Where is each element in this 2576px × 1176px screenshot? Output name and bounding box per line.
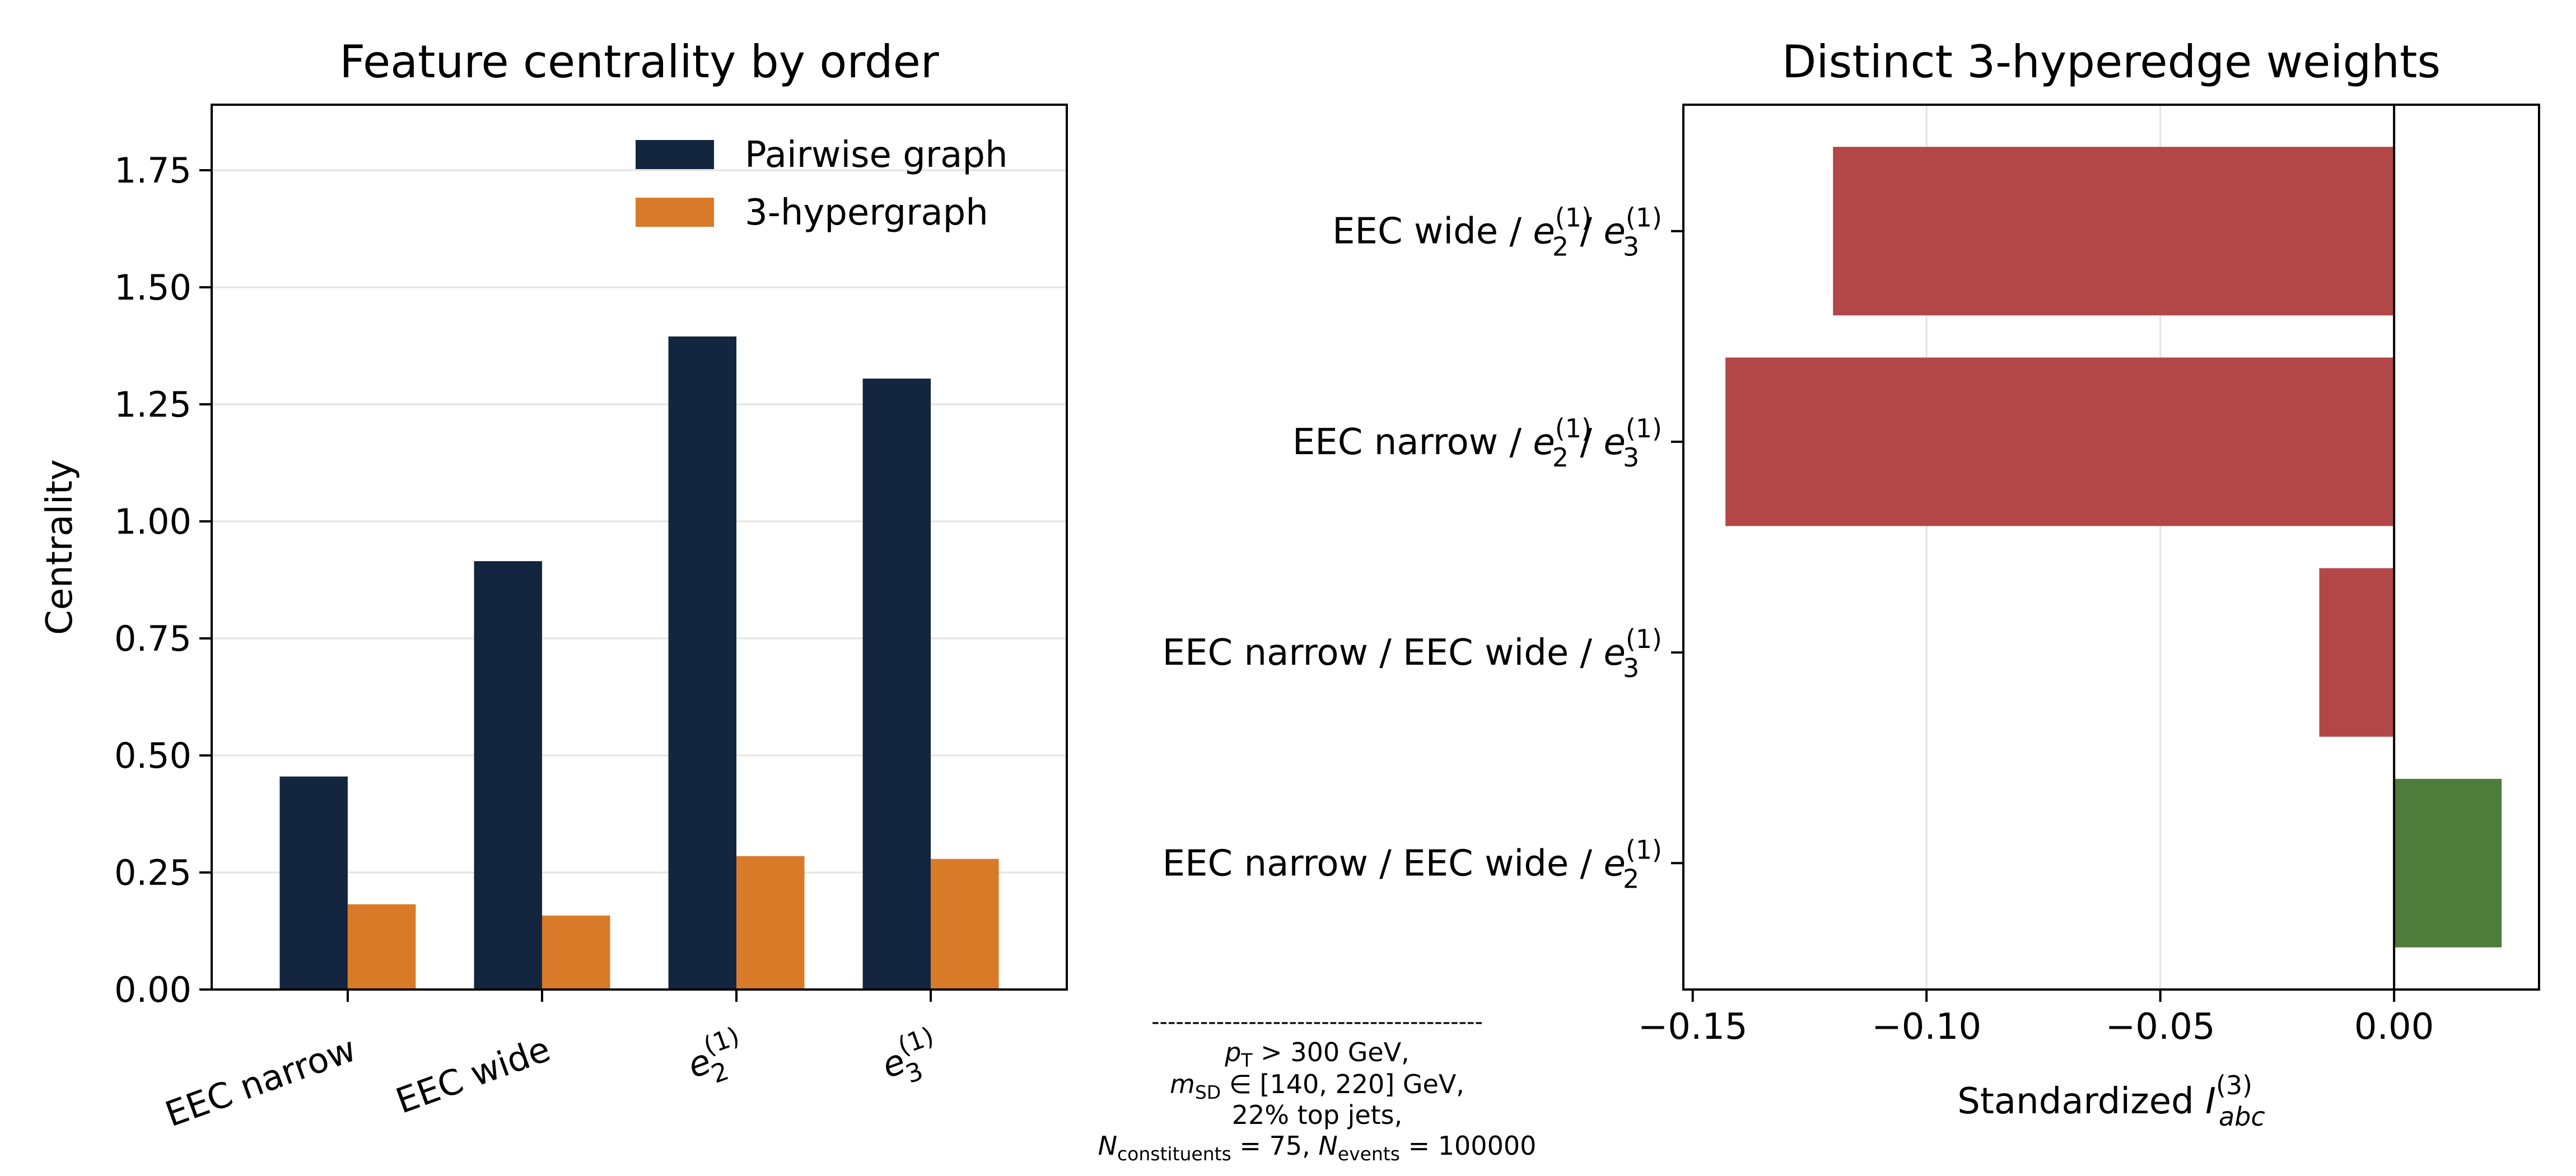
annotation-rule: ----------------------------------------… — [1151, 1009, 1483, 1035]
bar-pairwise — [862, 379, 931, 990]
y-tick-label: EEC narrow / EEC wide / e(1)3​ — [1163, 624, 1662, 683]
y-tick-label: EEC wide / e(1)2​ / e(1)3​ — [1332, 203, 1662, 262]
bar-pairwise — [668, 336, 737, 990]
bar-negative — [2319, 568, 2395, 737]
x-tick-label: 0.00 — [2354, 1006, 2434, 1048]
chart-title: Distinct 3-hyperedge weights — [1782, 36, 2440, 88]
annotation-line: pT​ > 300 GeV, — [1224, 1037, 1410, 1071]
bar-pairwise — [474, 561, 542, 990]
x-tick-label: −0.10 — [1872, 1006, 1981, 1048]
y-tick-label: 1.75 — [114, 150, 192, 191]
chart-title: Feature centrality by order — [339, 36, 939, 88]
x-tick-label: −0.05 — [2106, 1006, 2215, 1048]
y-tick-label: 0.75 — [114, 618, 192, 659]
y-tick-label: 1.50 — [114, 267, 192, 308]
y-tick-label: 1.00 — [114, 501, 192, 542]
legend-swatch — [636, 140, 714, 169]
legend-label: 3-hypergraph — [745, 192, 988, 234]
legend-swatch — [636, 198, 714, 227]
bar-negative — [1725, 357, 2395, 526]
annotation-line: mSD​ ∈ [140, 220] GeV, — [1170, 1069, 1464, 1103]
y-tick-label: EEC narrow / e(1)2​ / e(1)3​ — [1292, 413, 1662, 473]
x-tick-label: −0.15 — [1638, 1006, 1748, 1048]
bar-negative — [1833, 147, 2395, 316]
bar-pairwise — [279, 776, 348, 990]
bar-positive — [2394, 778, 2502, 948]
selection-annotation: ----------------------------------------… — [1098, 1009, 1537, 1165]
annotation-line: 22% top jets, — [1232, 1100, 1403, 1130]
annotation-line: Nconstituents​ = 75, Nevents​ = 100000 — [1098, 1131, 1537, 1165]
bar-hypergraph — [347, 904, 416, 990]
bar-hypergraph — [736, 856, 805, 990]
bar-hypergraph — [931, 858, 999, 990]
y-axis-label: Centrality — [39, 459, 81, 635]
y-tick-label: EEC narrow / EEC wide / e(1)2​ — [1163, 834, 1662, 894]
y-tick-label: 0.00 — [114, 969, 192, 1010]
y-tick-label: 1.25 — [114, 384, 192, 425]
x-axis-label: Standardized I(3)abc​ — [1957, 1070, 2265, 1132]
right-chart-hyperedge-weights: −0.15 −0.10 −0.05 0.00 EEC wide / e(1)2​ / e… — [1163, 36, 2540, 1132]
y-tick-label: 0.50 — [114, 735, 192, 776]
y-tick-label: 0.25 — [114, 852, 192, 893]
plot-frame — [211, 104, 1068, 991]
plot-frame — [1682, 104, 2540, 991]
legend-label: Pairwise graph — [745, 134, 1008, 176]
bar-hypergraph — [542, 915, 610, 990]
